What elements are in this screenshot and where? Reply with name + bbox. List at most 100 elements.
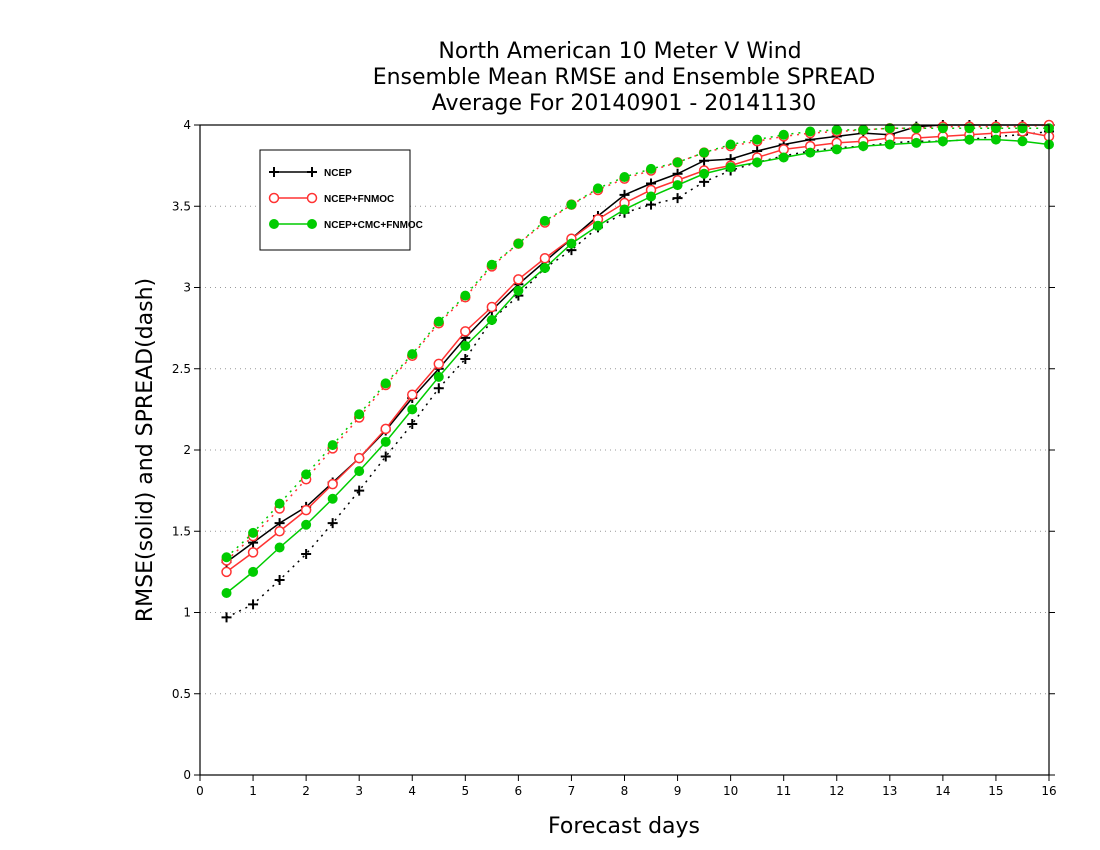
rmse-point-ncep-fnmoc [247, 547, 259, 558]
rmse-point-ncep-fnmoc [513, 274, 524, 285]
x-tick-label: 6 [515, 784, 523, 798]
spread-point-ncep-cmc-fnmoc [513, 238, 524, 249]
spread-point-ncep-cmc-fnmoc [937, 123, 948, 134]
rmse-point-ncep-cmc-fnmoc [592, 220, 603, 231]
spread-point-ncep-cmc-fnmoc [619, 172, 630, 182]
title-line-2: Ensemble Mean RMSE and Ensemble SPREAD [373, 65, 876, 90]
rmse-point-ncep-cmc-fnmoc [354, 466, 365, 477]
rmse-point-ncep-fnmoc [221, 566, 232, 578]
x-tick-label: 4 [408, 784, 416, 798]
rmse-point-ncep-fnmoc [460, 326, 471, 337]
spread-point-ncep [301, 549, 312, 559]
legend-label-ncep-cmc-fnmoc: NCEP+CMC+FNMOC [324, 220, 423, 231]
spread-point-ncep-cmc-fnmoc [380, 378, 391, 389]
spread-point-ncep-cmc-fnmoc [778, 129, 789, 140]
rmse-point-ncep-cmc-fnmoc [301, 519, 312, 530]
rmse-point-ncep-fnmoc [539, 253, 551, 264]
title-line-1: North American 10 Meter V Wind [438, 39, 801, 64]
spread-point-ncep [433, 383, 444, 394]
x-tick-label: 3 [355, 784, 363, 798]
legend-marker-start-ncep-fnmoc [268, 192, 280, 204]
rmse-point-ncep-cmc-fnmoc [380, 436, 391, 447]
spread-point-ncep-cmc-fnmoc [725, 139, 736, 150]
rmse-point-ncep-cmc-fnmoc [884, 139, 895, 150]
axes: 00.511.522.533.540 1 2 3 4 5 6 7 8 9 10 11 12 13 14 15 1… [172, 118, 1057, 798]
spread-point-ncep-cmc-fnmoc [274, 498, 285, 509]
spread-point-ncep-cmc-fnmoc [911, 123, 922, 134]
spread-point-ncep-cmc-fnmoc [699, 147, 710, 158]
rmse-point-ncep-fnmoc [407, 389, 418, 400]
spread-point-ncep-cmc-fnmoc [831, 124, 842, 135]
x-tick-label: 7 [568, 784, 576, 798]
legend: NCEP NCEP+FNMOC NCEP+CMC+FNMOC [259, 149, 423, 251]
legend-marker-end-ncep [307, 167, 317, 177]
spread-point-ncep-cmc-fnmoc [884, 123, 895, 134]
legend-label-ncep-fnmoc: NCEP+FNMOC [324, 194, 394, 205]
rmse-point-ncep-fnmoc [353, 452, 365, 464]
spread-point-ncep-cmc-fnmoc [592, 183, 603, 194]
spread-point-ncep-cmc-fnmoc [221, 552, 232, 563]
legend-box [259, 149, 411, 251]
spread-point-ncep-cmc-fnmoc [460, 290, 471, 301]
x-axis-label: Forecast days [548, 814, 700, 839]
rmse-point-ncep-cmc-fnmoc [327, 493, 338, 504]
legend-marker-end-ncep-fnmoc [306, 192, 318, 204]
x-tick-label: 13 [882, 784, 897, 798]
rmse-point-ncep-cmc-fnmoc [1017, 136, 1028, 147]
spread-point-ncep [327, 518, 338, 529]
series-ncep-cmc-fnmoc [221, 123, 1054, 598]
x-tick-label: 1 [249, 784, 257, 798]
spread-point-ncep-cmc-fnmoc [354, 409, 365, 420]
spread-point-ncep [221, 612, 232, 623]
spread-point-ncep [354, 485, 365, 496]
spread-point-ncep-cmc-fnmoc [248, 527, 259, 538]
rmse-point-ncep-cmc-fnmoc [990, 134, 1001, 145]
spread-point-ncep-cmc-fnmoc [1017, 123, 1028, 134]
chart-title: North American 10 Meter V Wind Ensemble … [373, 39, 876, 116]
rmse-point-ncep-cmc-fnmoc [778, 152, 789, 163]
x-tick-label: 12 [829, 784, 844, 798]
rmse-point-ncep-cmc-fnmoc [911, 137, 922, 148]
rmse-point-ncep-cmc-fnmoc [221, 588, 232, 598]
x-tick-label: 14 [935, 784, 950, 798]
x-tick-label: 0 [196, 784, 204, 798]
spread-point-ncep [407, 419, 418, 429]
legend-marker-start-ncep-cmc-fnmoc [269, 219, 279, 229]
y-axis-label: RMSE(solid) and SPREAD(dash) [133, 278, 158, 622]
x-tick-label: 11 [776, 784, 791, 798]
title-line-3: Average For 20140901 - 20141130 [432, 91, 817, 116]
rmse-point-ncep-cmc-fnmoc [937, 136, 948, 147]
rmse-point-ncep-cmc-fnmoc [646, 191, 657, 202]
spread-point-ncep-cmc-fnmoc [752, 134, 763, 145]
rmse-point-ncep-cmc-fnmoc [248, 566, 259, 577]
spread-point-ncep-cmc-fnmoc [327, 440, 338, 451]
y-tick-label: 0.5 [172, 687, 191, 701]
spread-point-ncep-cmc-fnmoc [566, 199, 577, 210]
spread-point-ncep [248, 599, 259, 610]
y-tick-label: 1.5 [172, 524, 191, 538]
rmse-point-ncep-cmc-fnmoc [433, 371, 444, 382]
rmse-point-ncep-cmc-fnmoc [619, 204, 630, 215]
y-tick-label: 4 [183, 118, 191, 132]
spread-point-ncep-cmc-fnmoc [301, 469, 312, 480]
x-tick-label: 16 [1041, 784, 1056, 798]
legend-label-ncep: NCEP [324, 168, 352, 179]
rmse-point-ncep-cmc-fnmoc [725, 162, 736, 173]
rmse-point-ncep-fnmoc [274, 526, 285, 537]
spread-point-ncep-cmc-fnmoc [672, 157, 683, 168]
x-tick-label: 9 [674, 784, 682, 798]
rmse-point-ncep-cmc-fnmoc [672, 180, 683, 191]
y-tick-label: 3.5 [172, 199, 191, 213]
spread-point-ncep-cmc-fnmoc [486, 259, 497, 270]
rmse-point-ncep-cmc-fnmoc [831, 144, 842, 155]
rmse-point-ncep-fnmoc [486, 301, 498, 313]
legend-marker-start-ncep [269, 167, 279, 177]
rmse-point-ncep-cmc-fnmoc [699, 168, 710, 179]
spread-point-ncep [380, 451, 391, 462]
x-tick-label: 10 [723, 784, 738, 798]
rmse-point-ncep-cmc-fnmoc [858, 141, 869, 152]
y-tick-label: 3 [183, 281, 191, 295]
rmse-point-ncep-cmc-fnmoc [539, 263, 550, 273]
spread-point-ncep-cmc-fnmoc [646, 163, 657, 174]
